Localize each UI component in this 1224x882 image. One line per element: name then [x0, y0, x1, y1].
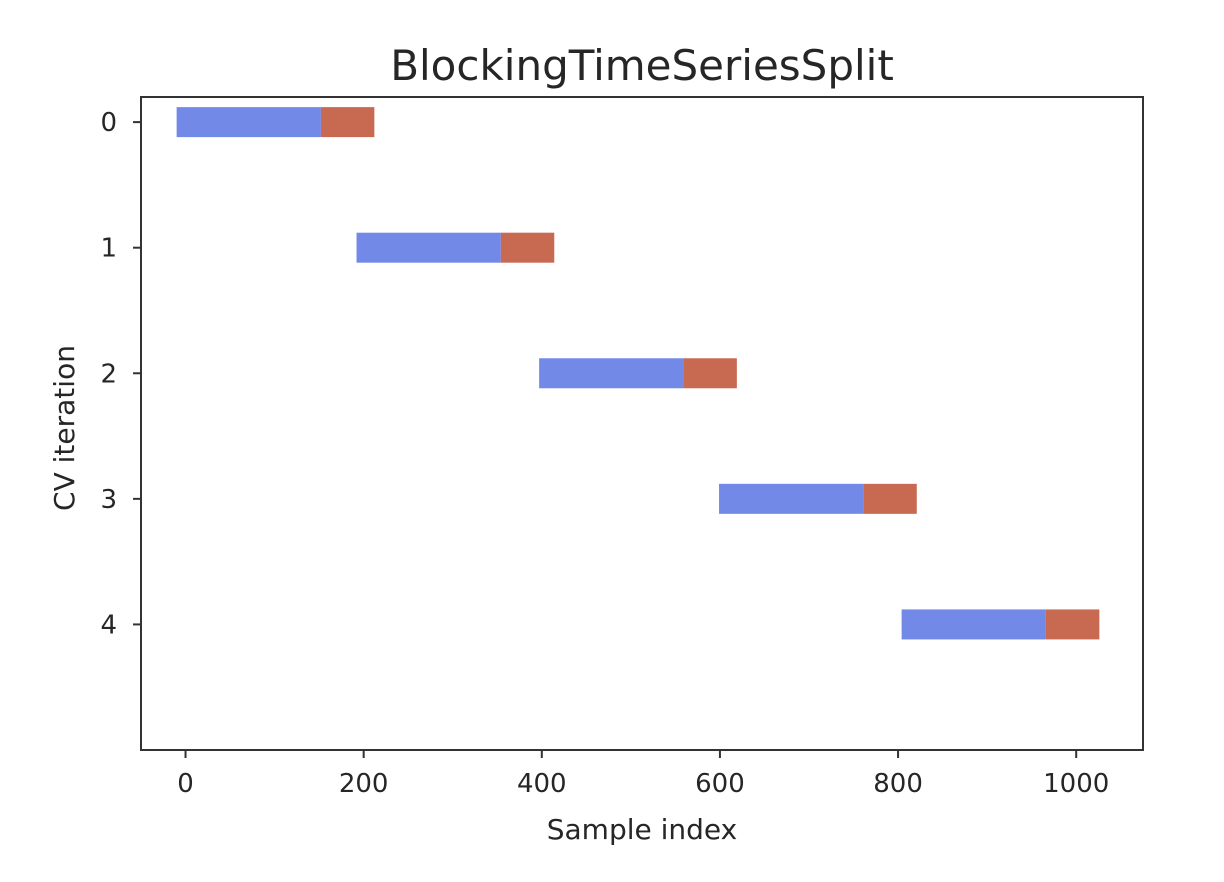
bar-segment-test-4: [1045, 609, 1100, 640]
chart-title: BlockingTimeSeriesSplit: [390, 41, 894, 90]
y-axis-label: CV iteration: [48, 345, 81, 511]
y-tick-label: 4: [100, 610, 117, 640]
y-tick-label: 2: [100, 359, 117, 389]
bar-segment-train-1: [356, 232, 501, 263]
x-tick-label: 800: [873, 769, 923, 799]
x-tick-label: 1000: [1043, 769, 1109, 799]
plot-frame: [140, 96, 1144, 751]
y-tick-label: 3: [100, 485, 117, 515]
x-axis-label: Sample index: [547, 813, 738, 846]
y-tick-label: 1: [100, 234, 117, 264]
x-tick-label: 600: [695, 769, 745, 799]
bar-segment-test-2: [683, 358, 737, 389]
bar-segment-train-4: [901, 609, 1046, 640]
x-tick-label: 400: [517, 769, 567, 799]
bar-segment-train-3: [719, 483, 864, 514]
bar-segment-test-3: [863, 483, 917, 514]
ticks-layer: 0 200 400 600 800 1000 0 1 2 3 4: [100, 108, 1109, 799]
x-tick-label: 0: [177, 769, 194, 799]
bar-segment-test-1: [500, 232, 555, 263]
bar-segment-train-0: [176, 107, 321, 138]
x-tick-label: 200: [339, 769, 389, 799]
bar-segment-train-2: [539, 358, 684, 389]
bars-layer: [176, 107, 1100, 640]
y-tick-label: 0: [100, 108, 117, 138]
bar-segment-test-0: [320, 107, 375, 138]
plot-area: [141, 97, 1143, 750]
